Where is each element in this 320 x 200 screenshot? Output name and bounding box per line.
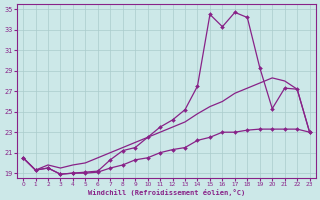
X-axis label: Windchill (Refroidissement éolien,°C): Windchill (Refroidissement éolien,°C): [88, 189, 245, 196]
